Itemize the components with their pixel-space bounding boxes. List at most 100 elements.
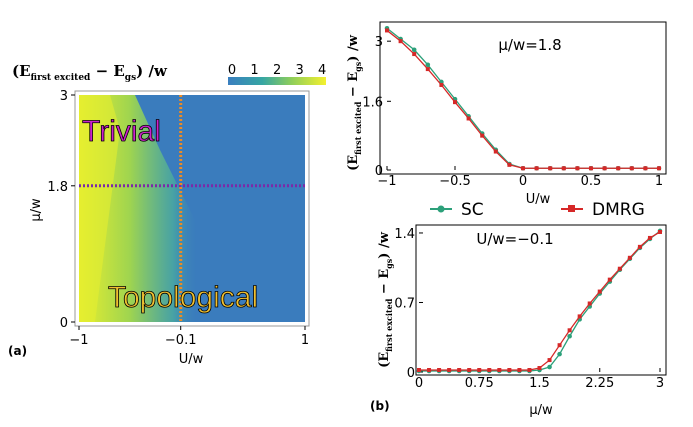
bottom-point-dmrg (627, 255, 632, 260)
top-point-dmrg (657, 166, 661, 171)
panel-label-b: (b) (370, 399, 390, 413)
top-point-dmrg (412, 52, 417, 57)
colorbar-title: (Efirst excited − Egs) /w (12, 62, 168, 83)
legend: SC DMRG (430, 200, 645, 220)
top-x-tick-label: 0.5 (581, 174, 602, 189)
bottom-point-dmrg (507, 368, 512, 373)
top-point-dmrg (466, 116, 471, 121)
region-label-trivial: Trivial (82, 115, 161, 148)
bottom-point-dmrg (537, 366, 542, 371)
region-label-topological: Topological (108, 281, 258, 314)
top-x-tick-label: −1 (377, 174, 396, 189)
x-tick-label-a: −0.1 (165, 333, 197, 348)
top-point-dmrg (439, 82, 444, 87)
top-y-tick-label: 0 (375, 164, 383, 179)
top-point-dmrg (589, 166, 593, 171)
bottom-x-tick-label: 0.75 (465, 376, 494, 391)
bottom-point-dmrg (567, 328, 572, 333)
bottom-x-tick-label: 0 (415, 376, 423, 391)
bottom-point-dmrg (577, 314, 582, 319)
top-point-dmrg (480, 133, 485, 138)
bottom-point-dmrg (417, 368, 421, 373)
bottom-y-tick-label: 0 (407, 366, 415, 381)
bottom-point-dmrg (457, 368, 462, 373)
heatmap-bright-region (79, 95, 120, 322)
heatmap-panel: Trivial Topological −1 −0.1 1 0 1.8 3 U/w μ/w… (8, 89, 310, 367)
y-tick-label-a: 1.8 (47, 180, 68, 195)
top-point-dmrg (453, 100, 457, 105)
top-y-tick-label: 1.6 (362, 95, 383, 110)
colorbar-tick-label: 3 (295, 63, 303, 78)
bottom-point-sc (557, 351, 562, 357)
bottom-point-sc (567, 333, 572, 339)
bottom-point-dmrg (607, 277, 612, 282)
top-point-dmrg (548, 166, 553, 171)
top-point-dmrg (602, 166, 607, 171)
bottom-point-dmrg (487, 368, 492, 373)
top-point-dmrg (507, 162, 512, 167)
top-point-dmrg (534, 166, 539, 171)
bottom-point-dmrg (477, 368, 482, 373)
heatmap-gradient-region (79, 95, 250, 322)
bottom-point-dmrg (447, 368, 452, 373)
x-axis-label-a: U/w (179, 352, 204, 367)
bottom-x-tick-label: 1.5 (529, 376, 550, 391)
bottom-series-line-sc (419, 230, 661, 372)
panel-label-a: (a) (8, 344, 27, 358)
bottom-point-dmrg (557, 343, 562, 348)
line-chart-top: −1 −0.5 0 0.5 1 0 1.6 3 μ/w=1.8 U/w (Efirst exc… (346, 21, 667, 207)
x-tick-label-a: −1 (69, 333, 88, 348)
bottom-point-dmrg (467, 368, 472, 373)
plot-frame-bottom (415, 224, 667, 376)
bottom-point-dmrg (637, 244, 642, 249)
legend-marker-sc (437, 205, 445, 213)
y-tick-label-a: 0 (60, 316, 68, 331)
colorbar-tick-label: 0 (228, 63, 236, 78)
bottom-point-dmrg (437, 368, 442, 373)
bottom-point-dmrg (658, 229, 662, 234)
colorbar-gradient (228, 77, 326, 85)
bottom-point-dmrg (597, 289, 602, 294)
top-point-dmrg (629, 166, 634, 171)
y-axis-label-top: (Efirst excited − Egs) /w (346, 34, 363, 171)
y-axis-label-a: μ/w (29, 198, 44, 222)
bottom-y-tick-label: 1.4 (394, 227, 415, 242)
top-point-dmrg (575, 166, 580, 171)
colorbar-tick-label: 4 (318, 63, 326, 78)
annotation-bottom: U/w=−0.1 (476, 230, 553, 248)
annotation-top: μ/w=1.8 (498, 36, 561, 54)
x-axis-label-top: U/w (526, 192, 551, 207)
x-axis-label-bottom: μ/w (529, 403, 553, 418)
heatmap-frame (74, 90, 310, 327)
legend-marker-dmrg (568, 205, 575, 212)
line-chart-bottom: 0 0.75 1.5 2.25 3 0 0.7 1.4 U/w=−0.1 μ/w (Efirs… (370, 224, 667, 418)
top-point-dmrg (643, 166, 648, 171)
bottom-point-dmrg (517, 368, 522, 373)
legend-label-sc: SC (461, 200, 484, 220)
top-x-tick-label: 1 (655, 174, 663, 189)
top-point-dmrg (385, 28, 389, 33)
bottom-point-sc (547, 364, 552, 370)
top-x-tick-label: 0 (519, 174, 527, 189)
plot-frame-top (379, 21, 667, 175)
bottom-x-tick-label: 2.25 (585, 376, 614, 391)
bottom-x-tick-label: 3 (656, 376, 664, 391)
top-x-tick-label: −0.5 (439, 174, 471, 189)
x-tick-label-a: 1 (301, 333, 309, 348)
colorbar-tick-label: 1 (250, 63, 258, 78)
bottom-point-dmrg (587, 301, 592, 306)
top-y-tick-label: 3 (375, 35, 383, 50)
bottom-series-line-dmrg (419, 231, 661, 371)
top-point-dmrg (521, 166, 525, 171)
legend-label-dmrg: DMRG (592, 200, 645, 220)
bottom-point-dmrg (527, 368, 532, 373)
top-point-dmrg (561, 166, 566, 171)
y-axis-label-bottom: (Efirst excited − Egs) /w (377, 231, 394, 368)
top-point-sc (411, 47, 417, 53)
top-point-sc (425, 62, 431, 68)
top-point-dmrg (616, 166, 621, 171)
bottom-point-dmrg (647, 235, 652, 240)
top-point-dmrg (493, 149, 498, 154)
